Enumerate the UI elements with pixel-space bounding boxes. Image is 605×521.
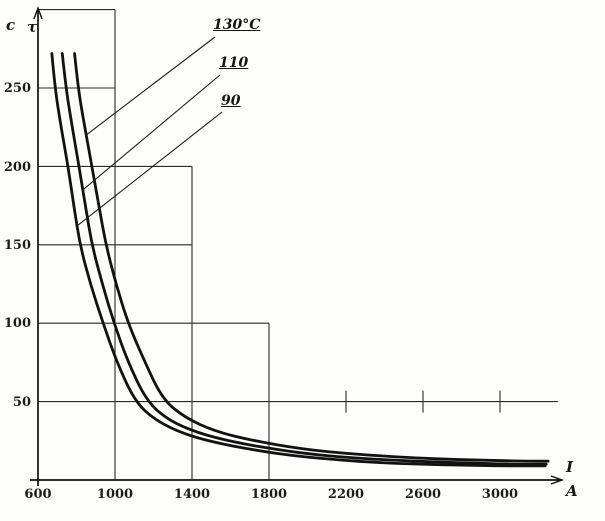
- x-axis-arrow: [550, 475, 565, 485]
- y-tick-label: 100: [4, 316, 31, 331]
- x-tick-label: 600: [24, 487, 51, 502]
- curve-90: [50, 52, 547, 468]
- y-tick-label: 150: [4, 238, 31, 253]
- x-axis-unit-label: A: [564, 482, 578, 500]
- curves: [50, 52, 550, 468]
- y-tick-label: 250: [4, 81, 31, 96]
- y-axis-arrow: [33, 5, 43, 20]
- y-axis-unit-label: c: [6, 16, 15, 34]
- y-tick-label: 50: [13, 395, 31, 410]
- x-tick-label: 1800: [251, 487, 287, 502]
- curve-label-110: 110: [219, 55, 249, 71]
- x-tick-label: 2200: [328, 487, 364, 502]
- x-tick-label: 3000: [482, 487, 518, 502]
- x-tick-label: 1000: [97, 487, 133, 502]
- x-tick-label: 1400: [174, 487, 210, 502]
- curve-label-130c: 130°C: [213, 17, 261, 33]
- grid-lines: [38, 9, 558, 480]
- curve-110: [60, 52, 548, 466]
- axes: [30, 5, 565, 486]
- tick-labels: 600 1000 1400 1800 2200 2600 3000 250 20…: [4, 16, 578, 502]
- y-tick-label: 200: [4, 160, 31, 175]
- leader-line: [76, 111, 223, 227]
- y-axis-symbol-label: τ: [27, 18, 38, 36]
- x-tick-label: 2600: [405, 487, 441, 502]
- x-axis-symbol-label: I: [565, 458, 574, 476]
- leader-line: [82, 74, 221, 191]
- leader-line: [85, 36, 216, 136]
- curve-130C: [73, 52, 550, 463]
- leader-lines: [76, 36, 223, 227]
- curve-label-90: 90: [221, 93, 241, 109]
